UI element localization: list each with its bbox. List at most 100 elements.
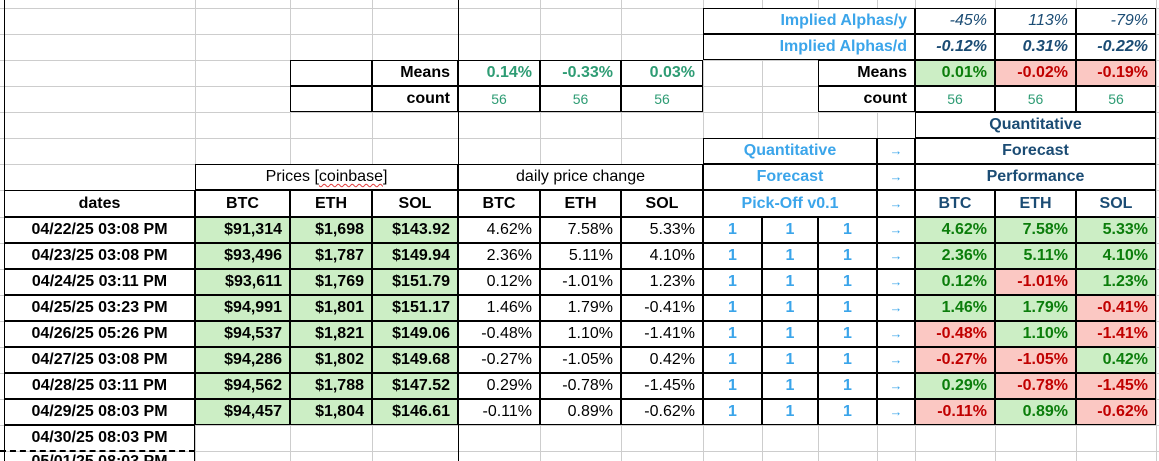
price-cell[interactable]: $93,611 [195, 269, 290, 295]
means-value-left[interactable]: 0.03% [621, 60, 703, 86]
signal-cell[interactable]: 1 [818, 295, 877, 321]
signal-cell[interactable]: 1 [762, 347, 818, 373]
col-header-price-sol[interactable]: SOL [372, 190, 458, 217]
change-cell[interactable]: -0.27% [458, 347, 540, 373]
col-header-perf-eth[interactable]: ETH [995, 190, 1076, 217]
signal-cell[interactable]: 1 [762, 321, 818, 347]
col-header-change-eth[interactable]: ETH [540, 190, 621, 217]
count-value-left[interactable]: 56 [540, 86, 621, 112]
signal-cell[interactable]: 1 [762, 399, 818, 425]
price-cell[interactable]: $149.94 [372, 243, 458, 269]
signal-cell[interactable]: 1 [818, 347, 877, 373]
change-cell[interactable]: 1.46% [458, 295, 540, 321]
count-value-right[interactable]: 56 [1076, 86, 1156, 112]
right-arrow-icon[interactable]: → [877, 269, 915, 295]
means-value-right[interactable]: 0.01% [915, 60, 995, 86]
change-cell[interactable]: -0.62% [621, 399, 703, 425]
signal-cell[interactable]: 1 [762, 295, 818, 321]
date-cell[interactable]: 04/27/25 03:08 PM [4, 347, 195, 373]
change-cell[interactable]: -1.05% [540, 347, 621, 373]
change-cell[interactable]: -0.48% [458, 321, 540, 347]
date-cell[interactable]: 04/23/25 03:08 PM [4, 243, 195, 269]
empty-cell[interactable] [290, 60, 372, 86]
change-cell[interactable]: 5.11% [540, 243, 621, 269]
means-value-right[interactable]: -0.02% [995, 60, 1076, 86]
performance-cell[interactable]: -0.48% [915, 321, 995, 347]
signal-cell[interactable]: 1 [818, 373, 877, 399]
right-arrow-icon[interactable]: → [877, 164, 915, 190]
performance-cell[interactable]: 1.23% [1076, 269, 1156, 295]
price-cell[interactable]: $1,821 [290, 321, 372, 347]
signal-cell[interactable]: 1 [762, 373, 818, 399]
means-value-left[interactable]: -0.33% [540, 60, 621, 86]
signal-cell[interactable]: 1 [703, 347, 762, 373]
performance-cell[interactable]: 1.46% [915, 295, 995, 321]
col-header-change-sol[interactable]: SOL [621, 190, 703, 217]
count-value-right[interactable]: 56 [995, 86, 1076, 112]
price-cell[interactable]: $149.06 [372, 321, 458, 347]
price-cell[interactable]: $94,457 [195, 399, 290, 425]
price-cell[interactable]: $1,802 [290, 347, 372, 373]
change-cell[interactable]: -0.78% [540, 373, 621, 399]
price-cell[interactable]: $143.92 [372, 217, 458, 243]
price-cell[interactable]: $94,286 [195, 347, 290, 373]
change-cell[interactable]: -1.45% [621, 373, 703, 399]
price-cell[interactable]: $94,991 [195, 295, 290, 321]
date-cell[interactable]: 04/22/25 03:08 PM [4, 217, 195, 243]
change-cell[interactable]: 1.79% [540, 295, 621, 321]
signal-cell[interactable]: 1 [818, 399, 877, 425]
performance-cell[interactable]: -0.41% [1076, 295, 1156, 321]
performance-cell[interactable]: -1.05% [995, 347, 1076, 373]
change-cell[interactable]: 4.62% [458, 217, 540, 243]
signal-cell[interactable]: 1 [703, 217, 762, 243]
performance-cell[interactable]: 5.33% [1076, 217, 1156, 243]
implied-alphas-d-label[interactable]: Implied Alphas/d [703, 34, 915, 60]
count-label-left[interactable]: count [372, 86, 458, 112]
change-cell[interactable]: 0.12% [458, 269, 540, 295]
right-arrow-icon[interactable]: → [877, 347, 915, 373]
signal-cell[interactable]: 1 [703, 269, 762, 295]
signal-cell[interactable]: 1 [818, 321, 877, 347]
means-value-left[interactable]: 0.14% [458, 60, 540, 86]
means-label-left[interactable]: Means [372, 60, 458, 86]
count-value-right[interactable]: 56 [915, 86, 995, 112]
change-cell[interactable]: -0.41% [621, 295, 703, 321]
date-cell[interactable]: 04/28/25 03:11 PM [4, 373, 195, 399]
price-cell[interactable]: $1,801 [290, 295, 372, 321]
change-cell[interactable]: 1.23% [621, 269, 703, 295]
price-cell[interactable]: $1,769 [290, 269, 372, 295]
performance-cell[interactable]: 4.10% [1076, 243, 1156, 269]
date-cell[interactable]: 04/26/25 05:26 PM [4, 321, 195, 347]
change-cell[interactable]: 0.29% [458, 373, 540, 399]
change-cell[interactable]: 0.89% [540, 399, 621, 425]
price-cell[interactable]: $146.61 [372, 399, 458, 425]
right-arrow-icon[interactable]: → [877, 373, 915, 399]
col-header-price-btc[interactable]: BTC [195, 190, 290, 217]
count-value-left[interactable]: 56 [458, 86, 540, 112]
means-label-right[interactable]: Means [818, 60, 915, 86]
col-header-perf-sol[interactable]: SOL [1076, 190, 1156, 217]
date-cell-trailing[interactable]: 04/30/25 08:03 PM [4, 425, 195, 451]
implied-alphas-y-value[interactable]: -45% [915, 8, 995, 34]
signal-cell[interactable]: 1 [818, 243, 877, 269]
change-cell[interactable]: -1.01% [540, 269, 621, 295]
price-cell[interactable]: $151.79 [372, 269, 458, 295]
price-cell[interactable]: $91,314 [195, 217, 290, 243]
signal-cell[interactable]: 1 [703, 399, 762, 425]
empty-cell[interactable] [290, 86, 372, 112]
change-cell[interactable]: 5.33% [621, 217, 703, 243]
price-cell[interactable]: $94,537 [195, 321, 290, 347]
implied-alphas-d-value[interactable]: -0.12% [915, 34, 995, 60]
change-cell[interactable]: -0.11% [458, 399, 540, 425]
col-header-perf-btc[interactable]: BTC [915, 190, 995, 217]
means-value-right[interactable]: -0.19% [1076, 60, 1156, 86]
group-header-prices[interactable]: Prices [coinbase] [195, 164, 458, 190]
perf-title-line2[interactable]: Forecast [915, 138, 1156, 164]
right-arrow-icon[interactable]: → [877, 243, 915, 269]
implied-alphas-y-value[interactable]: 113% [995, 8, 1076, 34]
performance-cell[interactable]: -0.11% [915, 399, 995, 425]
performance-cell[interactable]: 0.29% [915, 373, 995, 399]
implied-alphas-d-value[interactable]: -0.22% [1076, 34, 1156, 60]
signal-cell[interactable]: 1 [703, 373, 762, 399]
performance-cell[interactable]: 4.62% [915, 217, 995, 243]
